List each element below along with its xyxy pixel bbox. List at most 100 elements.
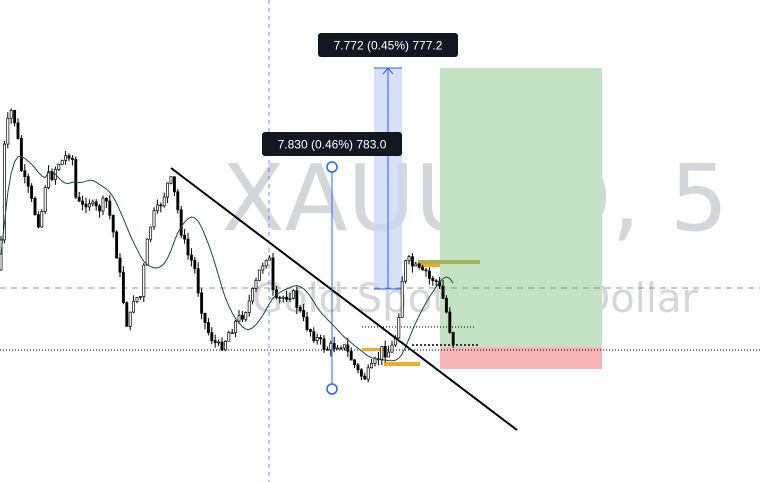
- measure-label-2: 7.772 (0.45%) 777.2: [334, 39, 443, 53]
- profit-zone[interactable]: [440, 68, 602, 347]
- candle-body: [67, 155, 71, 159]
- candle-body: [13, 109, 17, 124]
- candle-body: [84, 203, 88, 208]
- candle-body: [115, 231, 119, 259]
- stop-loss-zone[interactable]: [440, 347, 602, 369]
- candle-body: [166, 182, 170, 198]
- candle-body: [193, 259, 197, 270]
- candle-body: [223, 340, 227, 351]
- candle-body: [278, 296, 282, 299]
- candle-body: [213, 340, 217, 344]
- measure-tooltip-2: 7.772 (0.45%) 777.2: [318, 33, 458, 57]
- candle-body: [427, 270, 431, 279]
- candle-body: [196, 268, 200, 294]
- candle-body: [91, 201, 95, 205]
- candle-body: [121, 271, 125, 303]
- candle-body: [118, 257, 122, 273]
- price-range-tool-2[interactable]: [374, 67, 402, 290]
- candle-body: [271, 257, 275, 291]
- candle-body: [108, 200, 112, 216]
- candle-body: [149, 226, 153, 240]
- candle-body: [19, 138, 23, 172]
- range-handle-top[interactable]: [326, 161, 338, 173]
- candle-body: [298, 307, 302, 311]
- candle-body: [33, 197, 37, 215]
- candle-body: [36, 214, 40, 228]
- candle-body: [383, 346, 387, 358]
- candle-body: [60, 159, 64, 165]
- candle-body: [74, 159, 78, 198]
- candle-body: [424, 269, 428, 272]
- candle-body: [444, 297, 448, 313]
- candle-body: [441, 285, 445, 299]
- candle-body: [414, 263, 418, 267]
- highlight-marker-orange-1: [418, 264, 440, 267]
- range-handle-bottom[interactable]: [326, 383, 338, 395]
- candle-body: [9, 109, 13, 119]
- candle-body: [30, 185, 34, 199]
- measure-tooltip-1: 7.830 (0.46%) 783.0: [262, 132, 402, 156]
- candle-body: [6, 117, 10, 145]
- candle-body: [336, 347, 340, 350]
- candle-body: [135, 297, 139, 302]
- candle-body: [81, 200, 85, 205]
- candle-body: [390, 344, 394, 353]
- candle-body: [230, 332, 234, 334]
- candle-body: [57, 164, 61, 170]
- candle-body: [380, 346, 384, 360]
- moving-average-line: [0, 155, 454, 362]
- highlight-marker-orange-3: [362, 348, 384, 351]
- candle-body: [203, 312, 207, 323]
- candle-body: [176, 191, 180, 211]
- candle-body: [254, 279, 258, 289]
- candle-body: [407, 256, 411, 262]
- candle-body: [387, 351, 391, 358]
- price-range-tool-1[interactable]: [326, 161, 338, 395]
- candle-body: [0, 239, 3, 271]
- candle-body: [47, 171, 51, 188]
- candle-body: [349, 350, 353, 361]
- candle-body: [183, 234, 187, 240]
- candle-body: [186, 238, 190, 256]
- candle-body: [373, 358, 377, 364]
- candle-body: [251, 288, 255, 302]
- candle-body: [206, 322, 210, 333]
- candle-body: [339, 347, 343, 350]
- candle-body: [417, 263, 421, 268]
- candle-body: [145, 238, 149, 266]
- candle-body: [315, 337, 319, 341]
- candle-body: [159, 204, 163, 207]
- measure-label-1: 7.830 (0.46%) 783.0: [278, 138, 387, 152]
- long-position-tool[interactable]: [440, 68, 602, 369]
- candle-body: [448, 311, 452, 333]
- candle-body: [353, 359, 357, 366]
- candle-body: [451, 332, 455, 346]
- candle-body: [400, 280, 404, 318]
- candle-body: [319, 337, 323, 340]
- candle-body: [26, 176, 30, 187]
- trend-line[interactable]: [170, 167, 518, 431]
- candle-body: [138, 296, 142, 298]
- candle-body: [370, 363, 374, 369]
- candle-body: [410, 256, 414, 267]
- candle-body: [189, 254, 193, 261]
- candle-body: [125, 302, 129, 327]
- candle-body: [142, 264, 146, 297]
- candle-body: [359, 369, 363, 377]
- candle-body: [244, 312, 248, 320]
- candle-body: [312, 331, 316, 341]
- candle-body: [346, 344, 350, 352]
- candle-body: [50, 171, 54, 181]
- candle-body: [288, 298, 292, 300]
- candle-body: [281, 296, 285, 299]
- candle-body: [172, 176, 176, 193]
- candle-body: [104, 197, 108, 202]
- candle-body: [162, 196, 166, 207]
- candle-body: [285, 296, 289, 300]
- candle-body: [264, 259, 268, 267]
- candle-body: [132, 300, 136, 313]
- highlight-marker-olive: [418, 260, 480, 264]
- candle-body: [325, 348, 329, 351]
- candle-body: [77, 196, 81, 202]
